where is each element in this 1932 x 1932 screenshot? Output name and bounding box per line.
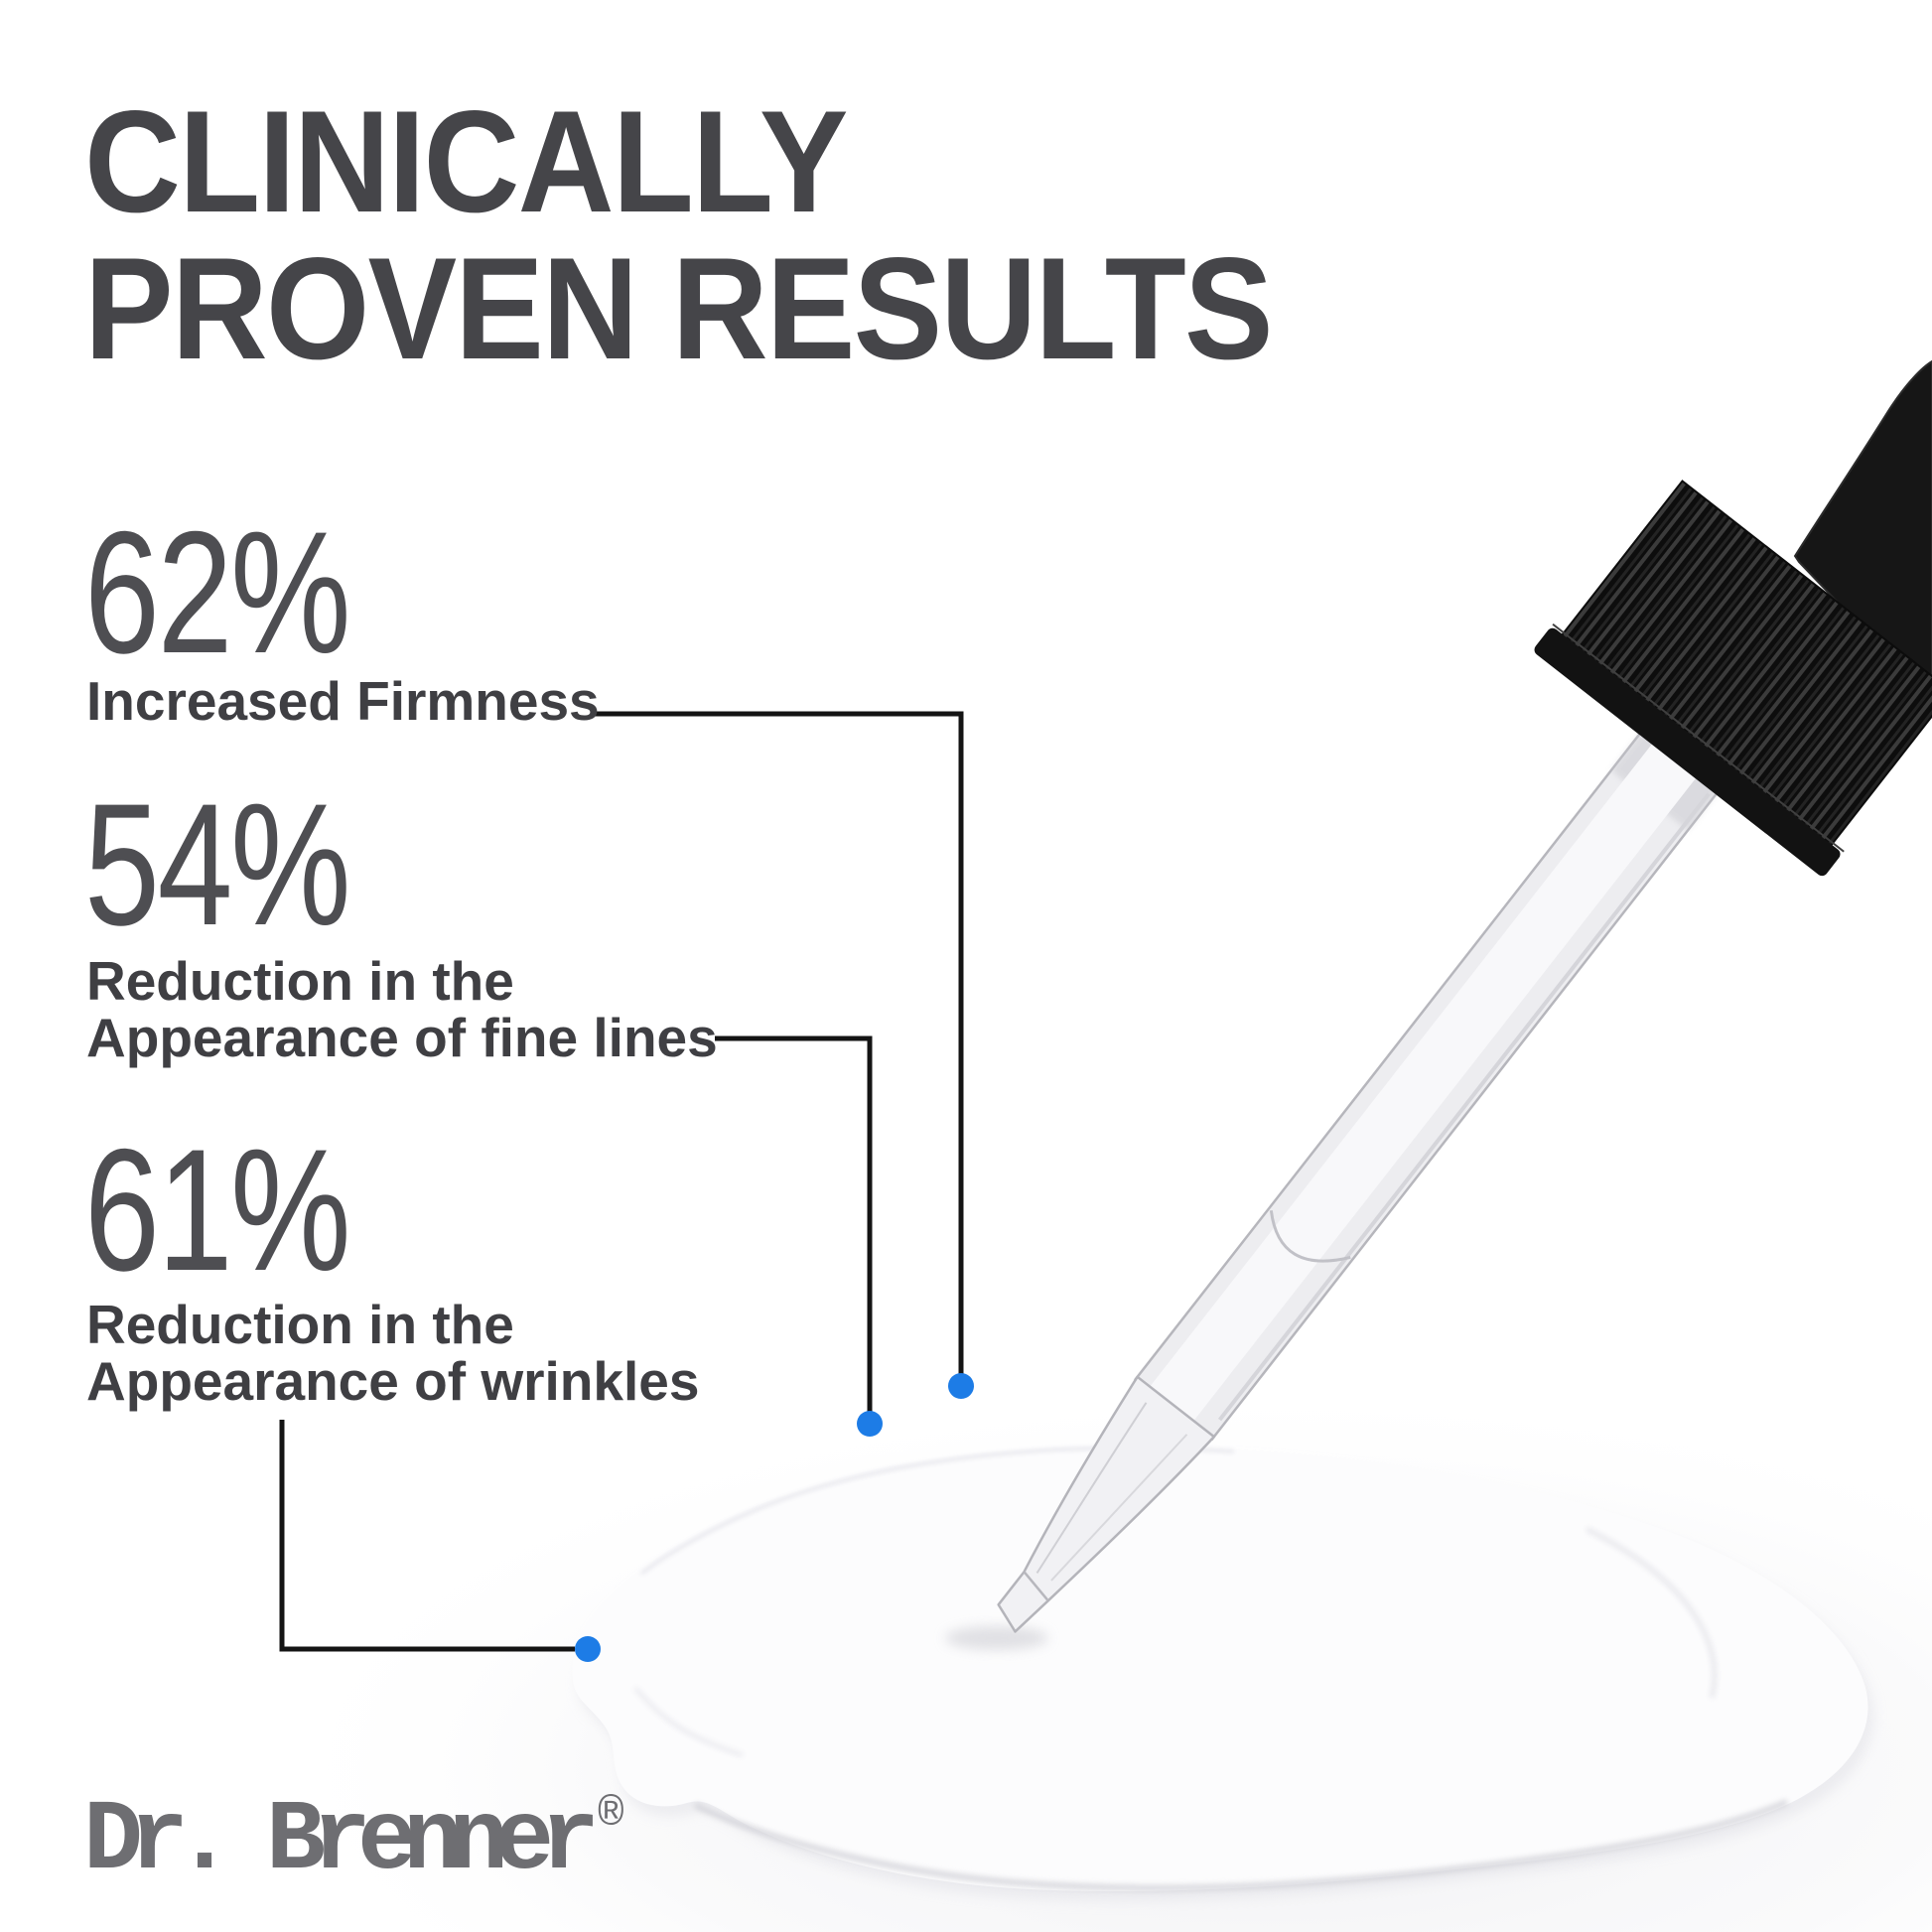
stat-label-wrinkles: Reduction in the Appearance of wrinkles bbox=[86, 1297, 699, 1410]
tip-inner-bore-right bbox=[1050, 1434, 1188, 1582]
dropper-bulb bbox=[1793, 359, 1932, 703]
stat-label-firmness: Increased Firmness bbox=[86, 673, 600, 730]
callout-dots bbox=[575, 1373, 974, 1662]
registered-trademark-symbol: ® bbox=[598, 1790, 624, 1840]
puddle-bottom-rim bbox=[693, 1799, 1789, 1891]
stat-label-fine-lines: Reduction in the Appearance of fine line… bbox=[86, 953, 718, 1066]
stat-value-fine-lines: 54% bbox=[84, 768, 351, 962]
serum-puddle bbox=[572, 1446, 1874, 1902]
callout-line-wrinkles bbox=[279, 1420, 575, 1652]
page-title: CLINICALLY PROVEN RESULTS bbox=[84, 88, 1375, 382]
callout-connectors bbox=[279, 711, 964, 1652]
tip-contact-shadow bbox=[945, 1626, 1048, 1650]
page-title-line-2: PROVEN RESULTS bbox=[84, 227, 1274, 389]
stat-label-firmness-line-1: Increased Firmness bbox=[86, 670, 600, 732]
puddle-left-notch-highlight bbox=[633, 1686, 744, 1757]
dropper-cap-lip bbox=[1534, 627, 1841, 877]
callout-line-firmness bbox=[594, 711, 964, 1374]
callout-dot-wrinkles bbox=[575, 1636, 601, 1662]
tip-facet-line bbox=[1023, 1571, 1049, 1602]
liquid-meniscus bbox=[1269, 1210, 1351, 1263]
stat-label-fine-lines-line-1: Reduction in the bbox=[86, 950, 514, 1012]
callout-dot-fine-lines bbox=[857, 1411, 883, 1437]
callout-line-fine-lines bbox=[715, 1035, 873, 1412]
eyedropper bbox=[997, 359, 1932, 1633]
puddle-body bbox=[572, 1446, 1868, 1892]
tip-inner-bore-left bbox=[1035, 1402, 1148, 1575]
stat-label-wrinkles-line-1: Reduction in the bbox=[86, 1294, 514, 1355]
pipette-highlight bbox=[1150, 743, 1698, 1421]
callout-dot-firmness bbox=[948, 1373, 974, 1399]
brand-wordmark: Dr. Brenner bbox=[83, 1786, 600, 1898]
stat-label-wrinkles-line-2: Appearance of wrinkles bbox=[86, 1350, 700, 1412]
brand-logo: Dr. Brenner ® bbox=[83, 1790, 624, 1906]
pipette-edge-shade bbox=[1218, 792, 1711, 1422]
stat-value-wrinkles: 61% bbox=[84, 1114, 351, 1308]
pipette-tip bbox=[997, 1375, 1216, 1633]
stat-label-fine-lines-line-2: Appearance of fine lines bbox=[86, 1007, 718, 1068]
stat-value-firmness: 62% bbox=[84, 496, 351, 690]
cap-lip-seam bbox=[1552, 622, 1845, 853]
page-title-line-1: CLINICALLY bbox=[84, 80, 848, 242]
puddle-right-reflection bbox=[1585, 1526, 1718, 1699]
